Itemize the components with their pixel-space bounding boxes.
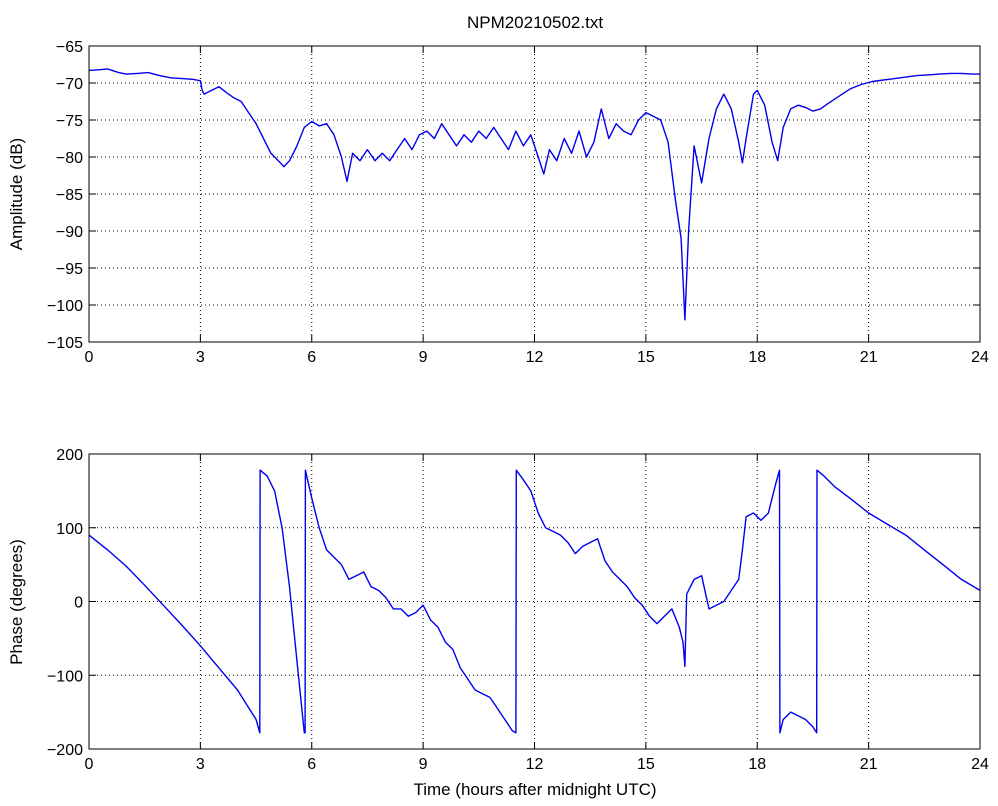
phase-xtick-label: 21 [860,756,878,773]
phase-ytick-label: 200 [56,447,83,464]
amplitude-ytick-label: −100 [47,298,83,315]
phase-ytick-label: 100 [56,521,83,538]
amplitude-ytick-label: −80 [56,150,83,167]
phase-ytick-label: −200 [47,742,83,759]
amplitude-xtick-label: 9 [419,349,428,366]
amplitude-ylabel: Amplitude (dB) [7,138,26,250]
figure-title: NPM20210502.txt [467,13,603,32]
amplitude-xtick-label: 18 [748,349,766,366]
amplitude-xtick-label: 24 [971,349,989,366]
amplitude-ytick-label: −75 [56,113,83,130]
amplitude-ytick-label: −85 [56,187,83,204]
amplitude-plot: Amplitude (dB) 0 3 6 9 12 15 18 21 24 −105 −100 −95… [7,39,989,366]
phase-xtick-label: 15 [637,756,655,773]
phase-xtick-label: 0 [85,756,94,773]
phase-xlabel: Time (hours after midnight UTC) [413,780,656,799]
amplitude-xtick-label: 21 [860,349,878,366]
phase-ylabel: Phase (degrees) [7,539,26,665]
phase-plot: Phase (degrees) Time (hours after midnig… [7,447,989,799]
amplitude-xtick-label: 3 [196,349,205,366]
phase-xtick-label: 18 [748,756,766,773]
amplitude-xtick-label: 6 [307,349,316,366]
phase-series-line [88,469,981,734]
phase-ytick-label: −100 [47,668,83,685]
amplitude-xtick-label: 15 [637,349,655,366]
amplitude-ytick-label: −65 [56,39,83,56]
amplitude-ytick-label: −95 [56,261,83,278]
amplitude-ytick-label: −90 [56,224,83,241]
amplitude-xtick-label: 0 [85,349,94,366]
amplitude-xtick-label: 12 [526,349,544,366]
amplitude-ytick-label: −70 [56,76,83,93]
amplitude-ytick-label: −105 [47,335,83,352]
phase-xtick-label: 24 [971,756,989,773]
phase-xtick-label: 3 [196,756,205,773]
phase-xtick-label: 12 [526,756,544,773]
amplitude-series-line [88,68,980,321]
phase-xtick-label: 9 [419,756,428,773]
phase-ytick-label: 0 [74,595,83,612]
phase-xtick-label: 6 [307,756,316,773]
